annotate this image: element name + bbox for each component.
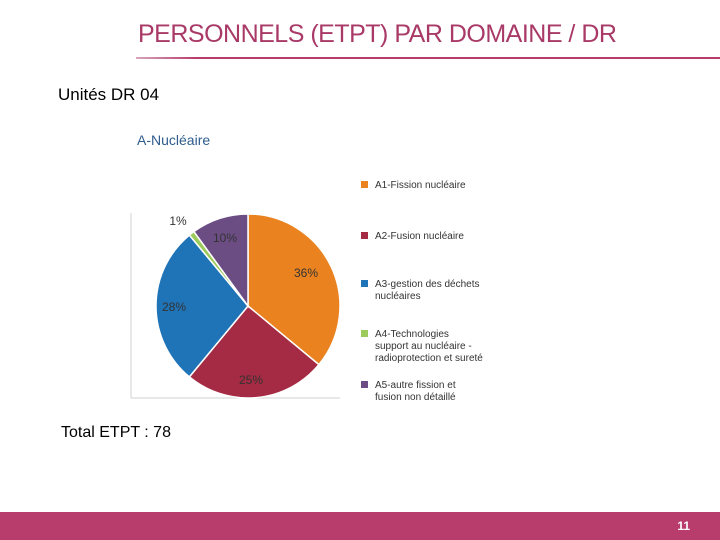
chart-title: A-Nucléaire: [137, 132, 210, 148]
data-label-3: 28%: [162, 300, 186, 314]
legend-swatch-4: [361, 330, 368, 337]
legend-swatch-2: [361, 232, 368, 239]
pie-slice-5: [192, 213, 249, 309]
legend-swatch-5: [361, 381, 368, 388]
legend-label-4: A4-Technologies support au nucléaire -rad…: [375, 329, 483, 364]
legend-label-1: A1-Fission nucléaire: [375, 180, 466, 191]
footer-bar: 11: [0, 512, 720, 540]
legend-swatch-3: [361, 280, 368, 287]
legend-label-2: A2-Fusion nucléaire: [375, 231, 464, 242]
data-label-4: 1%: [169, 214, 187, 228]
pie-chart-svg: A-Nucléaire 36% 25% 28% 1% 10% A1-Fission nucl…: [130, 132, 483, 403]
legend-label-3: A3-gestion des déchets nucléaires: [375, 279, 480, 302]
legend-swatch-1: [361, 181, 368, 188]
slide-title: PERSONNELS (ETPT) PAR DOMAINE / DR: [138, 20, 617, 48]
slide-subtitle: Unités DR 04: [58, 85, 160, 104]
legend-label-5: A5-autre fission et fusion non détaillé: [375, 380, 456, 403]
data-label-5: 10%: [213, 231, 237, 245]
pie-slice-1: [247, 213, 341, 366]
data-label-2: 25%: [239, 373, 263, 387]
page-number: 11: [677, 519, 690, 533]
pie-chart: A-Nucléaire 36% 25% 28% 1% 10% A1-Fission nucl…: [128, 118, 508, 418]
total-etpt: Total ETPT : 78: [61, 424, 171, 441]
title-rule: [136, 57, 720, 59]
data-label-1: 36%: [294, 266, 318, 280]
pie-slice-3: [155, 234, 249, 378]
pie-slice-2: [188, 304, 320, 399]
